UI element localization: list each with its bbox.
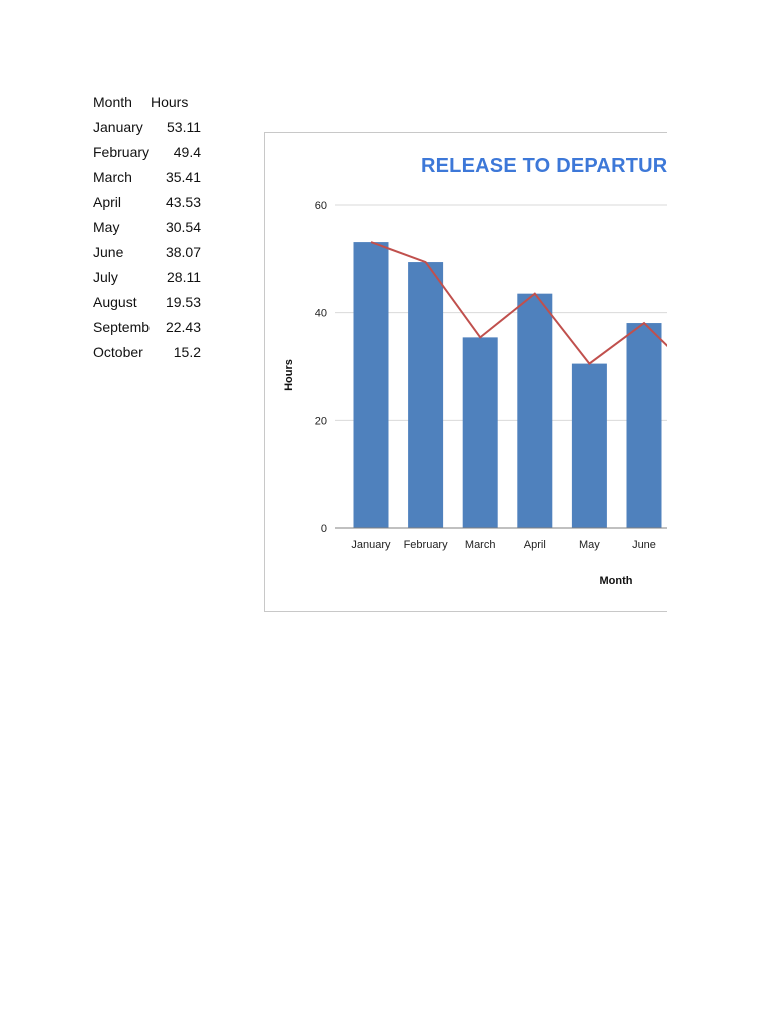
month-cell: June xyxy=(93,244,124,260)
hours-cell: 49.4 xyxy=(173,144,201,160)
month-cell: Septembe xyxy=(93,319,150,335)
month-cell: August xyxy=(93,294,137,310)
table-row: May 30.54 xyxy=(93,215,211,240)
x-tick-label: March xyxy=(465,539,496,551)
hours-cell: 43.53 xyxy=(165,194,201,210)
hours-cell: 15.2 xyxy=(173,344,201,360)
hours-cell: 19.53 xyxy=(165,294,201,310)
chart-plot: 0204060JanuaryFebruaryMarchAprilMayJuneJ… xyxy=(283,200,667,587)
month-cell: March xyxy=(93,169,132,185)
hours-cell: 53.11 xyxy=(167,119,201,135)
table-row: February 49.4 xyxy=(93,140,211,165)
x-axis-label: Month xyxy=(600,575,633,587)
x-tick-label: June xyxy=(632,539,656,551)
chart-frame: RELEASE TO DEPARTURE DETEN 0 20 40 60 Januar… xyxy=(264,132,667,612)
bar xyxy=(571,363,607,528)
y-tick-label: 20 xyxy=(315,415,327,427)
bar xyxy=(462,337,498,528)
x-tick-label: January xyxy=(351,539,391,551)
month-cell: April xyxy=(93,194,122,210)
table-row: March 35.41 xyxy=(93,165,211,190)
table-row: October 15.2 xyxy=(93,340,211,365)
table-row: August 19.53 xyxy=(93,290,211,315)
y-axis-label: Hours xyxy=(283,359,295,391)
hours-cell: 22.43 xyxy=(165,319,201,335)
bar xyxy=(408,262,444,528)
y-tick-label: 40 xyxy=(315,308,327,320)
bar xyxy=(626,323,662,528)
hours-cell: 30.54 xyxy=(165,219,201,235)
x-tick-label: February xyxy=(404,539,449,551)
hours-cell: 35.41 xyxy=(165,169,201,185)
month-cell: January xyxy=(93,119,143,135)
chart-title: RELEASE TO DEPARTURE DETEN xyxy=(421,155,667,177)
month-cell: February xyxy=(93,144,150,160)
table-row: June 38.07 xyxy=(93,240,211,265)
hours-cell: 28.11 xyxy=(167,269,201,285)
month-cell: July xyxy=(93,269,118,285)
table-header-row: Month Hours xyxy=(93,90,211,115)
column-header-hours: Hours xyxy=(151,94,189,110)
x-tick-label: May xyxy=(579,539,600,551)
y-tick-label: 0 xyxy=(321,523,327,535)
x-tick-label: April xyxy=(524,539,546,551)
data-table: Month Hours January 53.11 February 49.4 … xyxy=(93,90,211,365)
table-row: April 43.53 xyxy=(93,190,211,215)
month-cell: May xyxy=(93,219,120,235)
bar xyxy=(517,293,553,528)
bar xyxy=(353,242,389,528)
month-cell: October xyxy=(93,344,143,360)
line-series xyxy=(370,241,667,365)
y-tick-label: 60 xyxy=(315,200,327,212)
table-row: Septembe 22.43 xyxy=(93,315,211,340)
column-header-month: Month xyxy=(93,94,132,110)
hours-cell: 38.07 xyxy=(165,244,201,260)
table-row: July 28.11 xyxy=(93,265,211,290)
table-row: January 53.11 xyxy=(93,115,211,140)
